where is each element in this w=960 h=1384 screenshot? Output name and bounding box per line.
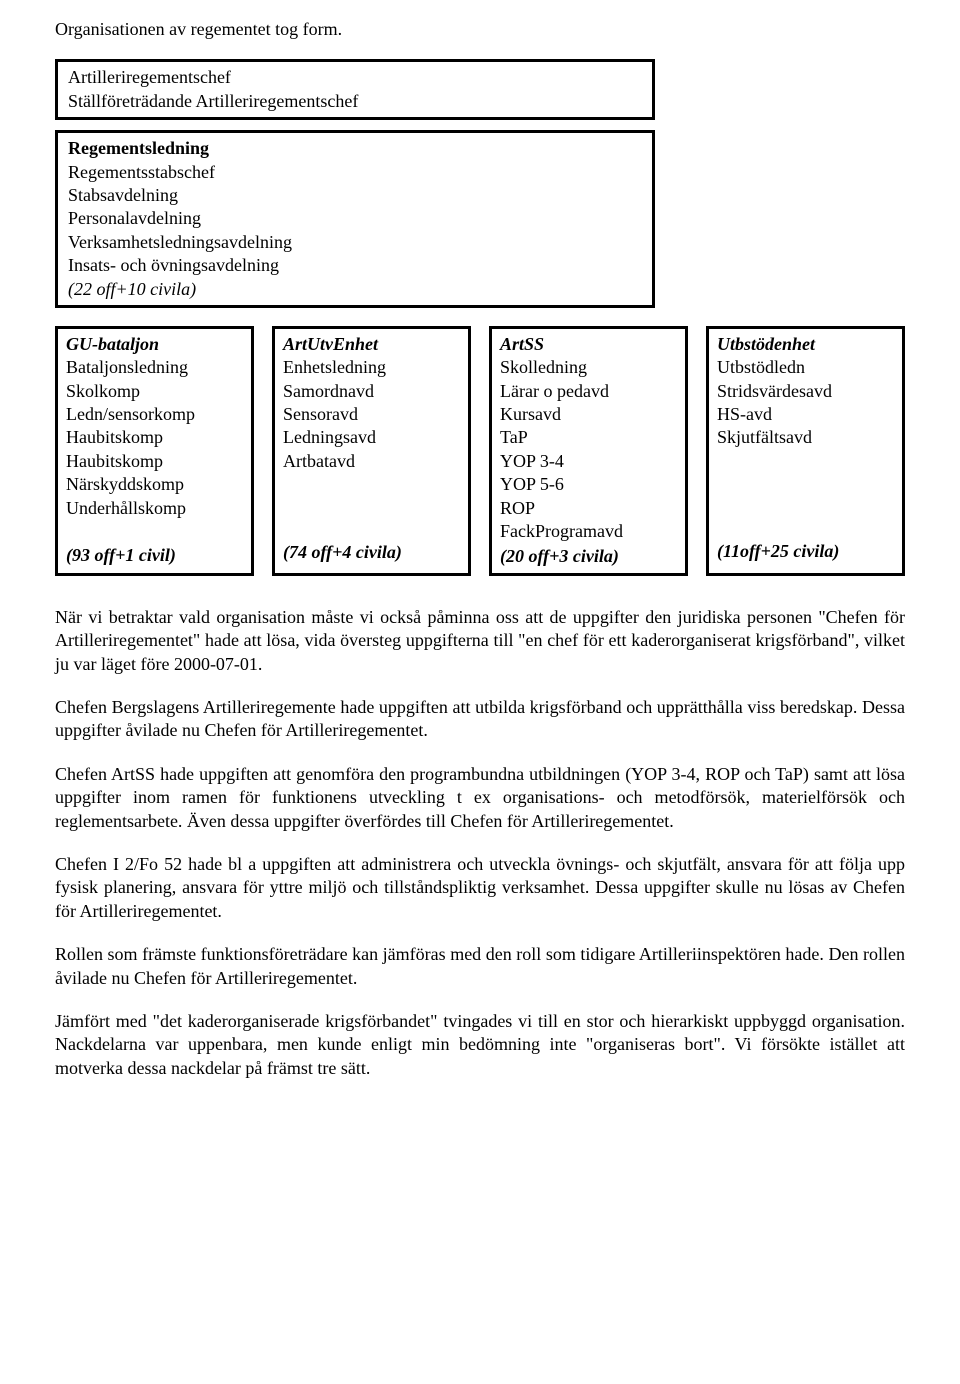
box-ledning-line: Regementsstabschef [68,161,642,184]
unit-title: ArtSS [500,333,677,356]
unit-line: Haubitskomp [66,426,243,449]
unit-line: Ledn/sensorkomp [66,403,243,426]
box-ledning-head: Regementsledning [68,137,642,160]
unit-box: UtbstödenhetUtbstödlednStridsvärdesavdHS… [706,326,905,576]
unit-line: Artbatavd [283,450,460,473]
unit-line: Bataljonsledning [66,356,243,379]
unit-line: FackProgramavd [500,520,677,543]
unit-line: Kursavd [500,403,677,426]
unit-tail: (74 off+4 civila) [283,541,460,564]
unit-spacer [283,495,460,517]
unit-spacer [66,520,243,542]
unit-line: YOP 3-4 [500,450,677,473]
unit-spacer [717,516,894,538]
body-text-wrap: När vi betraktar vald organisation måste… [55,606,905,1080]
unit-tail: (11off+25 civila) [717,540,894,563]
intro-text: Organisationen av regementet tog form. [55,18,905,41]
box-chief: Artilleriregementschef Ställföreträdande… [55,59,655,120]
unit-line: TaP [500,426,677,449]
unit-line: Skolkomp [66,380,243,403]
body-paragraph: När vi betraktar vald organisation måste… [55,606,905,676]
units-row: GU-bataljonBataljonsledningSkolkompLedn/… [55,326,905,576]
unit-line: Haubitskomp [66,450,243,473]
unit-spacer [717,450,894,472]
body-paragraph: Chefen ArtSS hade uppgiften att genomför… [55,763,905,833]
box-ledning: Regementsledning Regementsstabschef Stab… [55,130,655,308]
unit-spacer [717,472,894,494]
body-paragraph: Chefen Bergslagens Artilleriregemente ha… [55,696,905,743]
unit-box: ArtUtvEnhetEnhetsledningSamordnavdSensor… [272,326,471,576]
unit-line: Skjutfältsavd [717,426,894,449]
unit-line: Underhållskomp [66,497,243,520]
unit-line: Ledningsavd [283,426,460,449]
unit-title: GU-bataljon [66,333,243,356]
unit-line: ROP [500,497,677,520]
body-paragraph: Jämfört med "det kaderorganiserade krigs… [55,1010,905,1080]
unit-line: Lärar o pedavd [500,380,677,403]
unit-spacer [283,473,460,495]
unit-spacer [717,494,894,516]
unit-line: Skolledning [500,356,677,379]
unit-line: Enhetsledning [283,356,460,379]
unit-tail: (93 off+1 civil) [66,544,243,567]
unit-line: Stridsvärdesavd [717,380,894,403]
box-ledning-line: Verksamhetsledningsavdelning [68,231,642,254]
unit-line: Utbstödledn [717,356,894,379]
unit-box: GU-bataljonBataljonsledningSkolkompLedn/… [55,326,254,576]
box-ledning-line: Stabsavdelning [68,184,642,207]
unit-line: Närskyddskomp [66,473,243,496]
unit-tail: (20 off+3 civila) [500,545,677,568]
box-ledning-line: Insats- och övningsavdelning [68,254,642,277]
body-paragraph: Chefen I 2/Fo 52 hade bl a uppgiften att… [55,853,905,923]
unit-title: Utbstödenhet [717,333,894,356]
box-ledning-tail: (22 off+10 civila) [68,278,642,301]
box-chief-line1: Artilleriregementschef [68,66,642,89]
unit-line: HS-avd [717,403,894,426]
unit-line: YOP 5-6 [500,473,677,496]
unit-line: Sensoravd [283,403,460,426]
box-ledning-line: Personalavdelning [68,207,642,230]
unit-title: ArtUtvEnhet [283,333,460,356]
box-chief-line2: Ställföreträdande Artilleriregementschef [68,90,642,113]
unit-line: Samordnavd [283,380,460,403]
unit-box: ArtSSSkolledningLärar o pedavdKursavdTaP… [489,326,688,576]
unit-spacer [283,517,460,539]
body-paragraph: Rollen som främste funktionsföreträdare … [55,943,905,990]
